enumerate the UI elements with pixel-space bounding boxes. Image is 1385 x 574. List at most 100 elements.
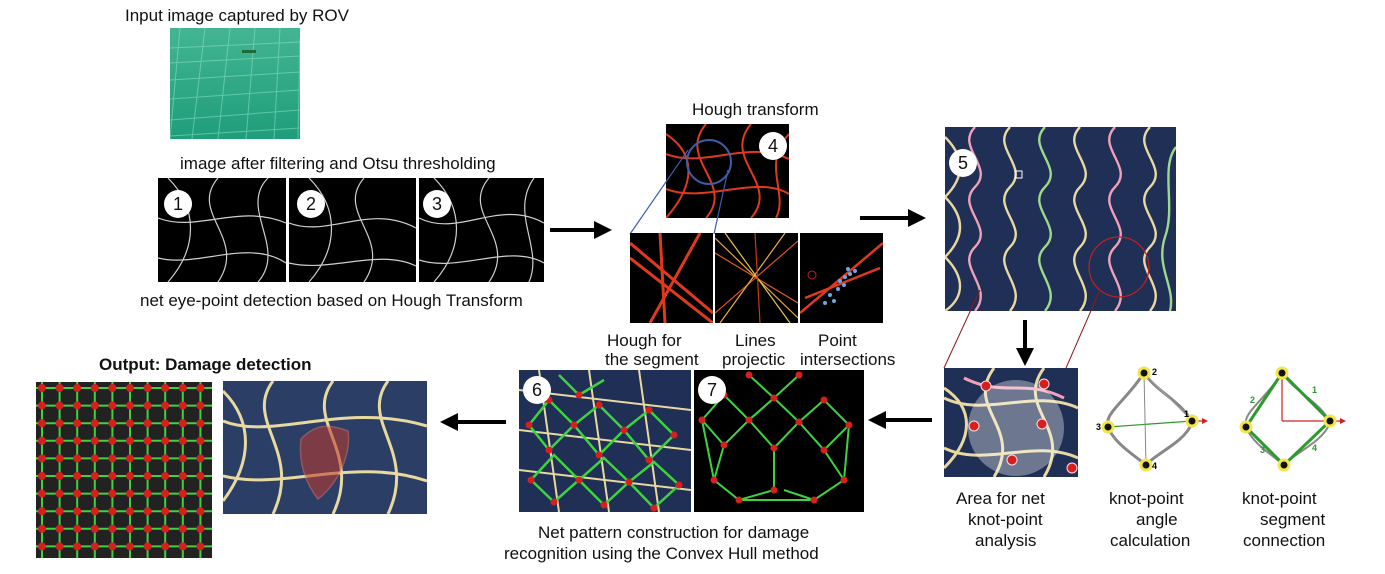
grid-knot	[126, 436, 134, 445]
filtering-title: image after filtering and Otsu threshold…	[180, 154, 496, 173]
grid-knot	[108, 454, 117, 463]
grid-knot	[143, 507, 152, 516]
grid-knot	[90, 436, 99, 445]
lines-projection-image	[715, 233, 798, 323]
grid-knot	[143, 489, 152, 498]
grid-knot	[90, 524, 99, 533]
arrow-left-1	[868, 411, 932, 429]
grid-knot	[161, 542, 170, 551]
grid-knot	[161, 454, 170, 463]
grid-knot	[38, 542, 46, 551]
grid-knot	[126, 454, 134, 463]
point-intersections-image	[800, 233, 883, 323]
grid-knot	[108, 401, 117, 410]
knot-area-image	[944, 368, 1078, 477]
point-intersections-label-1: Point	[818, 331, 857, 350]
grid-knot	[38, 401, 46, 410]
grid-knot	[38, 454, 46, 463]
grid-knot	[161, 436, 170, 445]
grid-knot	[55, 436, 64, 445]
damage-closeup-image	[223, 381, 427, 514]
grid-knot	[90, 384, 99, 392]
knot-label-left: 3	[1096, 422, 1101, 432]
grid-knot	[196, 489, 205, 498]
grid-knot	[108, 524, 117, 533]
arrow-left-2	[440, 413, 506, 431]
filtered-image-2: 2	[289, 178, 416, 282]
knot-bottom	[1139, 458, 1153, 472]
angle-label-3: calculation	[1110, 531, 1191, 550]
rov-input-image	[170, 28, 300, 139]
step-badge-5: 5	[949, 149, 977, 177]
grid-knot	[126, 489, 134, 498]
grid-knot	[108, 472, 117, 480]
grid-knot	[161, 401, 170, 410]
filtered-image-3: 3	[419, 178, 544, 282]
grid-knot	[38, 384, 46, 392]
grid-knot	[73, 507, 82, 516]
grid-knot	[55, 507, 64, 516]
grid-knot	[143, 454, 152, 463]
grid-knot	[126, 524, 134, 533]
grid-knot	[143, 472, 152, 480]
grid-knot	[161, 384, 170, 392]
step-badge-1: 1	[164, 190, 192, 218]
grid-knot	[178, 384, 187, 392]
grid-knot	[73, 384, 82, 392]
step-badge-6: 6	[523, 376, 551, 404]
grid-knot	[108, 384, 117, 392]
grid-knot	[108, 419, 117, 428]
damage-grid-image	[36, 382, 212, 558]
segment-label-line-3: connection	[1243, 531, 1326, 550]
grid-knot	[196, 524, 205, 533]
grid-knot	[108, 507, 117, 516]
segment-label-1: 1	[1312, 385, 1317, 395]
segment-label-4: 4	[1312, 443, 1317, 453]
grid-knot	[90, 507, 99, 516]
grid-knot	[126, 401, 134, 410]
grid-knot	[55, 542, 64, 551]
grid-knot	[143, 542, 152, 551]
grid-knot	[73, 436, 82, 445]
labeled-net-image: 5	[945, 127, 1176, 311]
grid-knot	[38, 419, 46, 428]
grid-knot	[178, 472, 187, 480]
grid-knot	[73, 454, 82, 463]
grid-knot	[161, 524, 170, 533]
grid-knot	[196, 384, 205, 392]
knot-angle-diagram: 2 1 3 4	[1096, 366, 1208, 472]
grid-knot	[196, 454, 205, 463]
grid-knot	[178, 507, 187, 516]
grid-knot	[108, 542, 117, 551]
grid-knot	[196, 472, 205, 480]
grid-knot	[126, 384, 134, 392]
hough-segment-image	[630, 233, 713, 323]
arrow-right-1	[550, 221, 612, 239]
grid-knot	[73, 489, 82, 498]
filtered-image-1: 1	[158, 178, 286, 282]
grid-knot	[143, 419, 152, 428]
grid-knot	[55, 524, 64, 533]
grid-knot	[38, 507, 46, 516]
step-badge-3: 3	[423, 190, 451, 218]
grid-knot	[38, 436, 46, 445]
segment-label-3: 3	[1260, 445, 1265, 455]
step-badge-4: 4	[759, 132, 787, 160]
grid-knot	[126, 542, 134, 551]
grid-knot	[55, 454, 64, 463]
zoom-lines-5	[943, 290, 1101, 369]
arrow-down	[1016, 320, 1034, 366]
grid-knot	[90, 489, 99, 498]
hough-segment-label-2: the segment	[605, 350, 699, 369]
knot-right	[1185, 414, 1199, 428]
output-title: Output: Damage detection	[99, 355, 312, 374]
knot-label-top: 2	[1152, 367, 1157, 377]
grid-knot	[161, 419, 170, 428]
grid-knot	[73, 401, 82, 410]
lines-projection-label-2: projectic	[722, 350, 786, 369]
grid-knot	[143, 524, 152, 533]
grid-knot	[90, 472, 99, 480]
knot-top	[1137, 366, 1151, 380]
angle-label-1: knot-point	[1109, 489, 1184, 508]
grid-knot	[108, 489, 117, 498]
